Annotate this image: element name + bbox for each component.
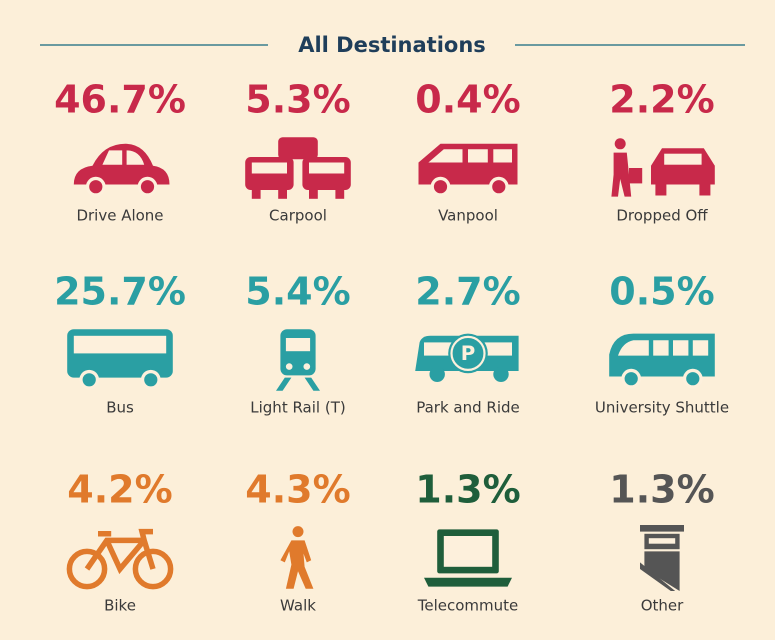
- mode-label: Bike: [104, 597, 136, 615]
- percent: 0.5%: [609, 270, 714, 314]
- percent: 1.3%: [609, 468, 714, 512]
- percent: 5.3%: [245, 78, 350, 122]
- percent: 2.2%: [609, 78, 714, 122]
- percent: 25.7%: [54, 270, 186, 314]
- mode-label: Park and Ride: [416, 399, 520, 417]
- percent: 5.4%: [245, 270, 350, 314]
- mode-label: Bus: [106, 399, 134, 417]
- mode-label: Walk: [280, 597, 316, 615]
- percent: 46.7%: [54, 78, 186, 122]
- percent: 2.7%: [415, 270, 520, 314]
- mode-label: Other: [641, 597, 684, 615]
- percent: 0.4%: [415, 78, 520, 122]
- mode-label: Vanpool: [438, 207, 498, 225]
- mode-label: University Shuttle: [595, 399, 729, 417]
- mode-label: Dropped Off: [616, 207, 708, 225]
- title: All Destinations: [298, 33, 486, 57]
- mode-label: Drive Alone: [76, 207, 163, 225]
- mode-label: Light Rail (T): [250, 399, 345, 417]
- percent: 1.3%: [415, 468, 520, 512]
- icon: [424, 529, 512, 587]
- mode-label: Carpool: [269, 207, 327, 225]
- mode-label: Telecommute: [417, 597, 519, 615]
- percent: 4.3%: [245, 468, 350, 512]
- percent: 4.2%: [67, 468, 172, 512]
